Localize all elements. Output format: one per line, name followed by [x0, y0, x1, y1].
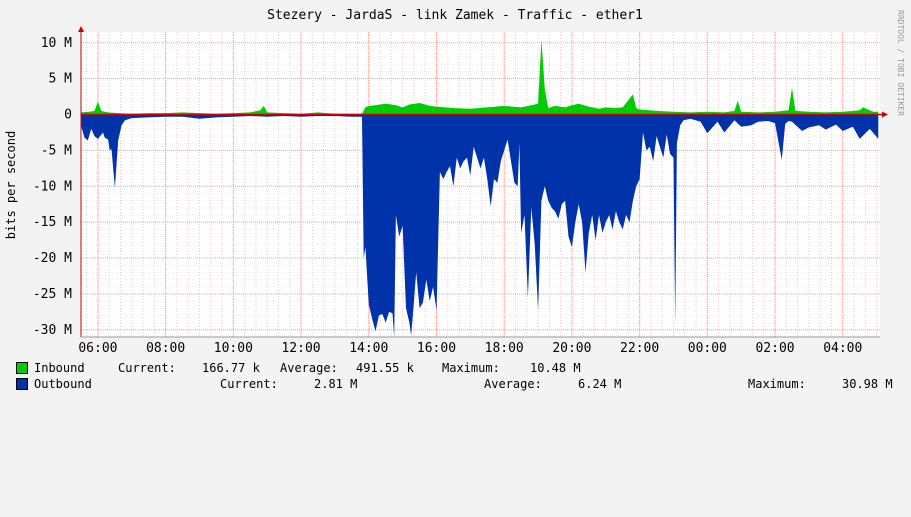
x-tick-label: 18:00: [485, 341, 524, 356]
y-tick-label: -5 M: [41, 143, 72, 158]
watermark-text: RRDTOOL / TOBI OETIKER: [896, 10, 905, 116]
traffic-chart: Stezery - JardaS - link Zamek - Traffic …: [4, 8, 905, 391]
legend-outbound-average-value: 6.24 M: [578, 377, 622, 391]
chart-title: Stezery - JardaS - link Zamek - Traffic …: [267, 8, 643, 23]
x-tick-label: 02:00: [755, 341, 794, 356]
legend-inbound-name: Inbound: [34, 361, 85, 375]
x-tick-label: 12:00: [281, 341, 320, 356]
y-tick-label: 0: [64, 108, 72, 123]
x-tick-label: 06:00: [78, 341, 117, 356]
x-tick-label: 00:00: [688, 341, 727, 356]
x-tick-label: 22:00: [620, 341, 659, 356]
legend-swatch-inbound: [16, 362, 28, 374]
legend-outbound-average-label: Average:: [484, 377, 542, 391]
plot-area: [81, 32, 880, 337]
legend-row-inbound: Inbound Current: 166.77 k Average: 491.5…: [16, 361, 581, 375]
axes: [78, 26, 888, 338]
x-tick-label: 04:00: [823, 341, 862, 356]
y-tick-label: -20 M: [33, 251, 72, 266]
y-tick-label: 5 M: [49, 72, 73, 87]
x-tick-label: 08:00: [146, 341, 185, 356]
y-tick-label: -30 M: [33, 323, 72, 338]
legend-outbound-name: Outbound: [34, 377, 92, 391]
chart-svg: Stezery - JardaS - link Zamek - Traffic …: [4, 8, 905, 356]
x-tick-label: 16:00: [417, 341, 456, 356]
series-layer: [81, 39, 879, 337]
x-tick-label: 20:00: [552, 341, 591, 356]
legend-inbound-average-label: Average:: [280, 361, 338, 375]
legend-outbound-current-label: Current:: [220, 377, 278, 391]
legend-inbound-current-value: 166.77 k: [202, 361, 260, 375]
legend-inbound-average-value: 491.55 k: [356, 361, 414, 375]
y-tick-label: -25 M: [33, 287, 72, 302]
y-tick-label: 10 M: [41, 36, 72, 51]
legend-outbound-maximum-value: 30.98 M: [842, 377, 893, 391]
legend-outbound-current-value: 2.81 M: [314, 377, 358, 391]
x-axis-arrow: [882, 111, 888, 118]
y-axis-arrow: [78, 26, 84, 32]
legend-inbound-maximum-value: 10.48 M: [530, 361, 581, 375]
tick-labels: 10 M 5 M 0 -5 M -10 M -15 M -20 M -25 M -30 M 06:…: [33, 36, 862, 356]
series-area-outbound: [81, 114, 879, 337]
x-tick-label: 14:00: [349, 341, 388, 356]
legend-inbound-maximum-label: Maximum:: [442, 361, 500, 375]
y-axis-label: bits per second: [4, 131, 18, 239]
legend-outbound-maximum-label: Maximum:: [748, 377, 806, 391]
x-tick-label: 10:00: [214, 341, 253, 356]
legend-inbound-current-label: Current:: [118, 361, 176, 375]
y-tick-label: -15 M: [33, 215, 72, 230]
y-tick-label: -10 M: [33, 179, 72, 194]
legend-row-outbound: Outbound Current: 2.81 M Average: 6.24 M…: [16, 377, 893, 391]
legend-swatch-outbound: [16, 378, 28, 390]
